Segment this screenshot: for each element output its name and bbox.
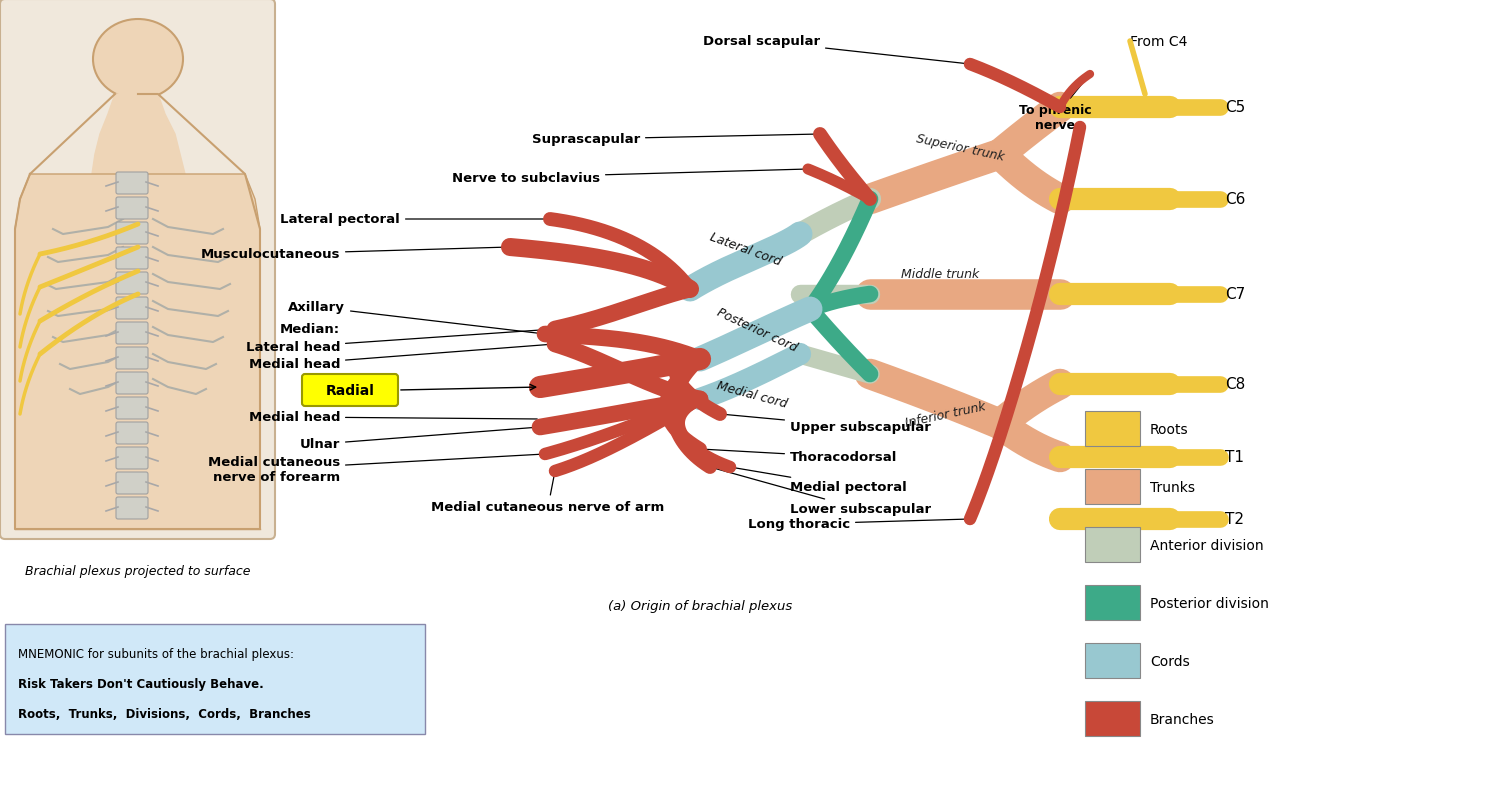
FancyBboxPatch shape: [116, 373, 148, 395]
Bar: [1084, 643, 1140, 678]
Text: C7: C7: [1226, 287, 1245, 302]
Text: Nerve to subclavius: Nerve to subclavius: [452, 170, 806, 184]
Bar: [1084, 528, 1140, 562]
Text: T1: T1: [1226, 450, 1244, 465]
Text: Trunks: Trunks: [1150, 480, 1196, 494]
Text: Long thoracic: Long thoracic: [748, 518, 968, 531]
FancyBboxPatch shape: [116, 347, 148, 370]
FancyBboxPatch shape: [116, 472, 148, 494]
Text: Medial pectoral: Medial pectoral: [732, 468, 906, 494]
Text: C8: C8: [1226, 377, 1245, 392]
Text: (a) Origin of brachial plexus: (a) Origin of brachial plexus: [608, 599, 792, 612]
Bar: [1084, 585, 1140, 620]
Text: Dorsal scapular: Dorsal scapular: [704, 35, 968, 65]
Text: To phrenic
nerve: To phrenic nerve: [1019, 77, 1092, 132]
Text: Suprascapular: Suprascapular: [531, 133, 818, 146]
Text: Lower subscapular: Lower subscapular: [712, 468, 932, 516]
Text: Anterior division: Anterior division: [1150, 538, 1263, 553]
FancyBboxPatch shape: [0, 0, 274, 539]
Text: Posterior division: Posterior division: [1150, 596, 1269, 610]
Text: Medial head: Medial head: [249, 345, 552, 371]
FancyBboxPatch shape: [116, 497, 148, 520]
Text: Medial cutaneous
nerve of forearm: Medial cutaneous nerve of forearm: [209, 455, 542, 484]
Text: Branches: Branches: [1150, 712, 1215, 726]
Text: From C4: From C4: [1130, 35, 1188, 49]
Text: T2: T2: [1226, 512, 1244, 527]
FancyBboxPatch shape: [116, 172, 148, 195]
FancyBboxPatch shape: [116, 322, 148, 345]
Text: Medial cord: Medial cord: [716, 379, 789, 410]
Text: C6: C6: [1226, 192, 1245, 207]
Text: Axillary: Axillary: [288, 301, 542, 334]
Text: Radial: Radial: [326, 383, 375, 398]
Text: C5: C5: [1226, 100, 1245, 115]
Bar: [1084, 411, 1140, 447]
Text: Medial cutaneous nerve of arm: Medial cutaneous nerve of arm: [432, 474, 664, 514]
FancyBboxPatch shape: [302, 375, 398, 407]
Text: Medial head: Medial head: [249, 411, 537, 424]
Text: Cords: Cords: [1150, 654, 1190, 668]
Text: Ulnar: Ulnar: [300, 427, 537, 451]
FancyBboxPatch shape: [116, 448, 148, 469]
Polygon shape: [92, 95, 184, 175]
Text: Lateral pectoral: Lateral pectoral: [280, 213, 548, 226]
Text: Thoracodorsal: Thoracodorsal: [704, 450, 897, 464]
Text: Upper subscapular: Upper subscapular: [723, 415, 932, 434]
FancyBboxPatch shape: [116, 223, 148, 245]
Text: Risk Takers Don't Cautiously Behave.: Risk Takers Don't Cautiously Behave.: [18, 678, 264, 691]
Text: Inferior trunk: Inferior trunk: [903, 399, 987, 429]
Ellipse shape: [93, 20, 183, 100]
Text: Superior trunk: Superior trunk: [915, 132, 1005, 164]
Text: Lateral cord: Lateral cord: [708, 231, 783, 269]
Bar: [1084, 469, 1140, 504]
FancyBboxPatch shape: [116, 423, 148, 444]
Text: Middle trunk: Middle trunk: [902, 268, 980, 282]
Text: MNEMONIC for subunits of the brachial plexus:: MNEMONIC for subunits of the brachial pl…: [18, 648, 294, 661]
Text: Median:: Median:: [280, 323, 340, 336]
FancyBboxPatch shape: [116, 273, 148, 294]
FancyBboxPatch shape: [116, 298, 148, 320]
Bar: [1084, 701, 1140, 736]
Text: Brachial plexus projected to surface: Brachial plexus projected to surface: [26, 565, 251, 577]
FancyBboxPatch shape: [116, 248, 148, 269]
FancyBboxPatch shape: [116, 198, 148, 220]
Text: Musculocutaneous: Musculocutaneous: [201, 248, 507, 261]
FancyBboxPatch shape: [116, 398, 148, 419]
Polygon shape: [15, 175, 260, 529]
Text: Posterior cord: Posterior cord: [716, 306, 800, 354]
FancyBboxPatch shape: [4, 624, 424, 734]
Text: Roots,  Trunks,  Divisions,  Cords,  Branches: Roots, Trunks, Divisions, Cords, Branche…: [18, 707, 310, 721]
Text: Lateral head: Lateral head: [246, 330, 552, 354]
Text: Roots: Roots: [1150, 423, 1188, 436]
